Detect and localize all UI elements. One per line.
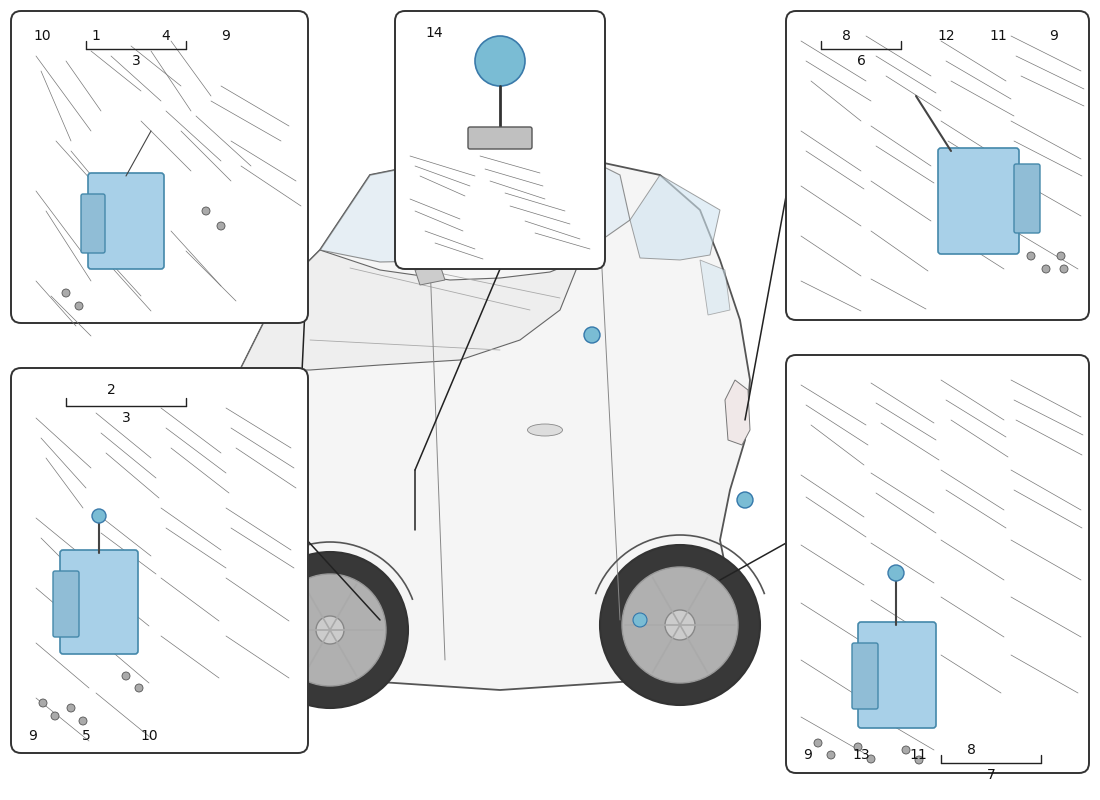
FancyBboxPatch shape: [786, 355, 1089, 773]
FancyBboxPatch shape: [88, 173, 164, 269]
FancyBboxPatch shape: [938, 148, 1019, 254]
FancyBboxPatch shape: [468, 127, 532, 149]
Text: 11: 11: [989, 29, 1006, 43]
Text: 9: 9: [1049, 29, 1058, 43]
Circle shape: [621, 567, 738, 683]
Circle shape: [1027, 252, 1035, 260]
Text: 8: 8: [967, 743, 976, 757]
FancyBboxPatch shape: [786, 11, 1089, 320]
Circle shape: [135, 684, 143, 692]
Text: 5: 5: [81, 729, 90, 743]
Circle shape: [854, 743, 862, 751]
Text: 9: 9: [221, 29, 230, 43]
Circle shape: [475, 36, 525, 86]
Circle shape: [1060, 265, 1068, 273]
Circle shape: [867, 755, 875, 763]
Circle shape: [915, 756, 923, 764]
Circle shape: [252, 552, 408, 708]
Text: 1: 1: [91, 29, 100, 43]
Polygon shape: [415, 265, 446, 285]
Text: 12: 12: [937, 29, 955, 43]
Text: 2: 2: [107, 383, 116, 397]
FancyBboxPatch shape: [11, 368, 308, 753]
Text: 9: 9: [29, 729, 37, 743]
Circle shape: [202, 207, 210, 215]
Circle shape: [814, 739, 822, 747]
FancyBboxPatch shape: [852, 643, 878, 709]
Circle shape: [584, 327, 600, 343]
Ellipse shape: [528, 424, 562, 436]
Polygon shape: [725, 380, 750, 445]
Text: 13: 13: [852, 748, 870, 762]
Circle shape: [632, 613, 647, 627]
Circle shape: [1042, 265, 1050, 273]
Text: 10: 10: [33, 29, 51, 43]
Text: 14: 14: [425, 26, 442, 40]
Text: 9: 9: [804, 748, 813, 762]
FancyBboxPatch shape: [1014, 164, 1040, 233]
Text: © passion for parts since 1989: © passion for parts since 1989: [439, 182, 705, 330]
Circle shape: [67, 704, 75, 712]
Text: 11: 11: [909, 748, 927, 762]
Circle shape: [39, 699, 47, 707]
Circle shape: [79, 717, 87, 725]
Circle shape: [75, 302, 82, 310]
Circle shape: [888, 565, 904, 581]
Circle shape: [92, 509, 106, 523]
Text: 7: 7: [987, 768, 996, 782]
Circle shape: [277, 515, 293, 531]
Circle shape: [737, 492, 754, 508]
Circle shape: [902, 746, 910, 754]
Polygon shape: [320, 155, 630, 262]
Circle shape: [827, 751, 835, 759]
Polygon shape: [240, 250, 580, 370]
Circle shape: [666, 610, 695, 640]
FancyBboxPatch shape: [60, 550, 138, 654]
FancyBboxPatch shape: [858, 622, 936, 728]
Polygon shape: [630, 175, 720, 260]
Text: 3: 3: [132, 54, 141, 68]
Text: 4: 4: [162, 29, 170, 43]
Circle shape: [122, 672, 130, 680]
FancyBboxPatch shape: [11, 11, 308, 323]
FancyBboxPatch shape: [81, 194, 104, 253]
Circle shape: [600, 545, 760, 705]
Polygon shape: [220, 450, 280, 485]
FancyBboxPatch shape: [395, 11, 605, 269]
Circle shape: [274, 574, 386, 686]
Text: 8: 8: [842, 29, 850, 43]
Circle shape: [1057, 252, 1065, 260]
Circle shape: [51, 712, 59, 720]
Text: 6: 6: [857, 54, 866, 68]
Polygon shape: [214, 490, 270, 570]
FancyBboxPatch shape: [53, 571, 79, 637]
Circle shape: [62, 289, 70, 297]
Polygon shape: [205, 155, 750, 690]
Text: 3: 3: [122, 411, 131, 425]
Circle shape: [217, 222, 226, 230]
Polygon shape: [700, 260, 730, 315]
Circle shape: [316, 616, 344, 644]
Text: 10: 10: [140, 729, 157, 743]
